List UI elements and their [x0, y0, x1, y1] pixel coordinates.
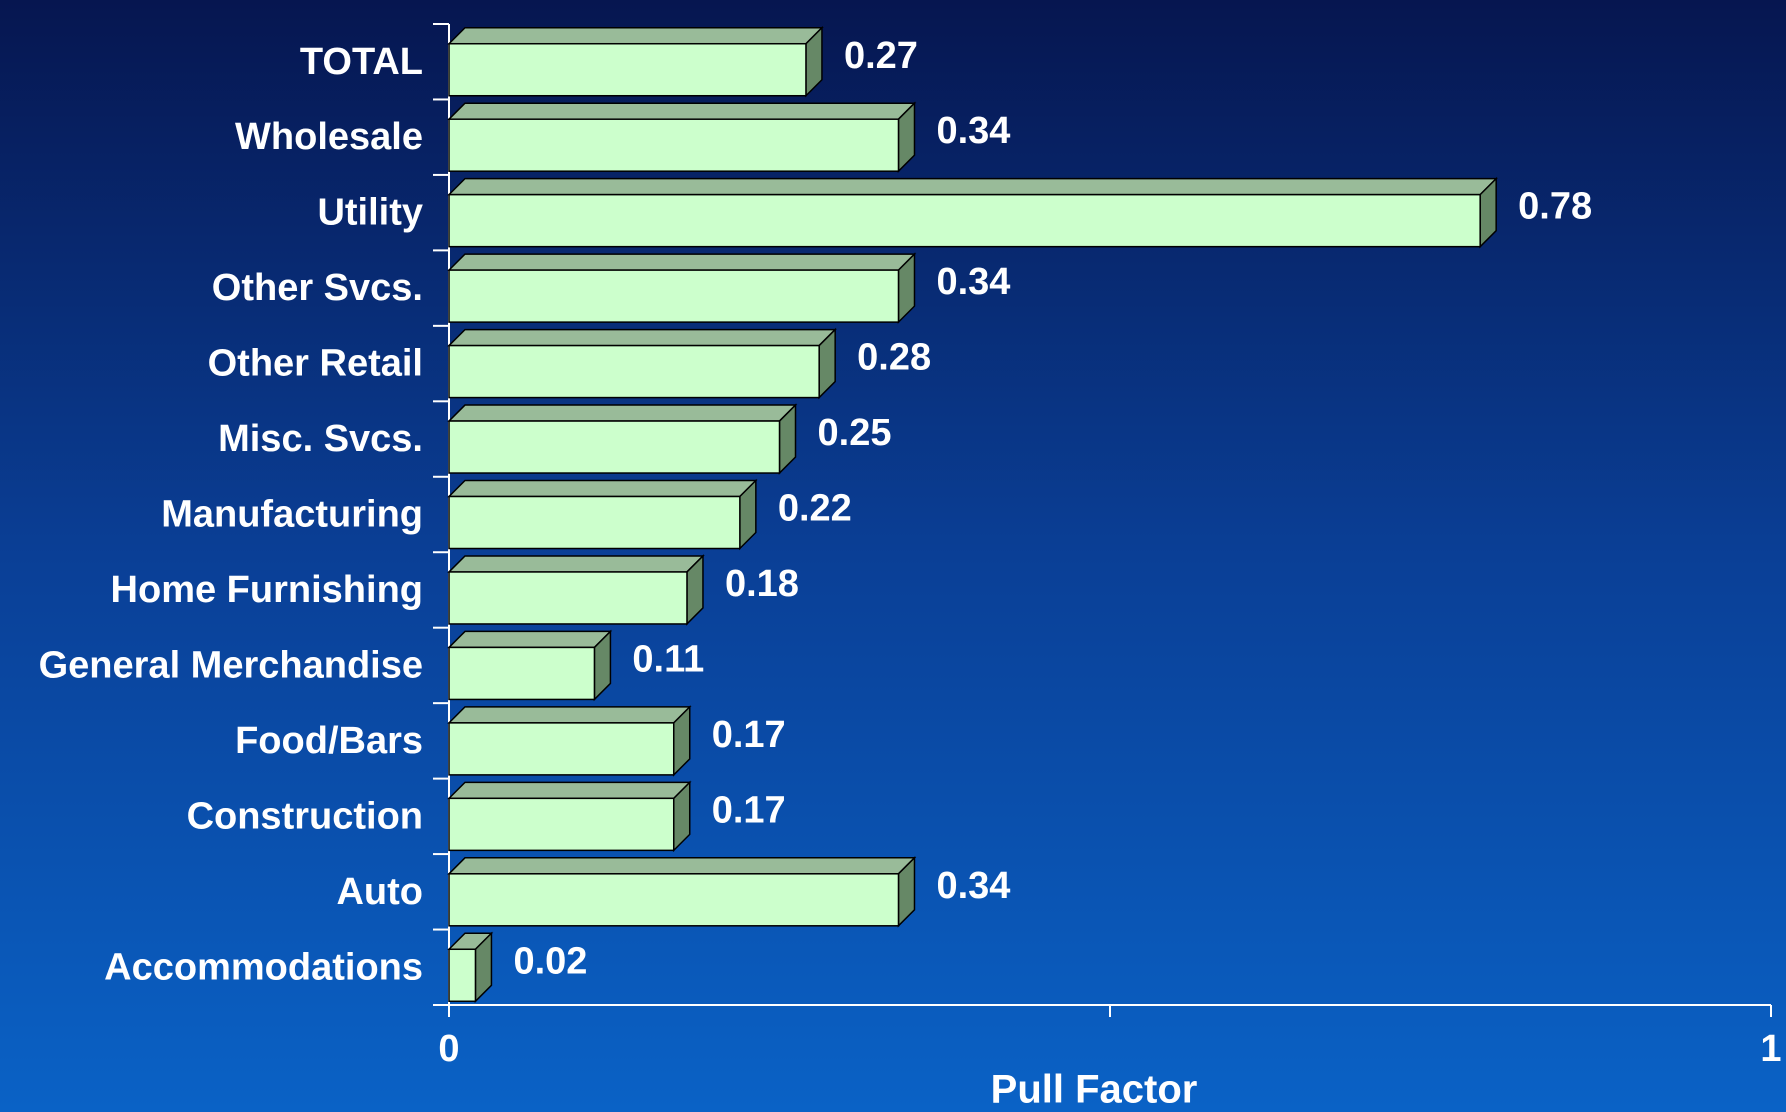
value-label: 0.22 [778, 488, 852, 530]
y-tick-label: Wholesale [235, 116, 423, 158]
bar [448, 269, 900, 323]
bar-top [447, 857, 917, 875]
y-tick-label: TOTAL [300, 41, 423, 83]
value-label: 0.17 [712, 789, 786, 831]
bar [448, 571, 688, 625]
bar [448, 118, 900, 172]
y-tick-label: General Merchandise [39, 644, 423, 686]
bar [448, 797, 675, 852]
bar-top [447, 479, 758, 498]
bar-top [447, 630, 613, 649]
y-tick-label: Auto [336, 871, 423, 913]
value-label: 0.18 [725, 563, 799, 605]
bar-top [447, 328, 837, 347]
value-label: 0.78 [1518, 186, 1592, 228]
bar-top [447, 102, 917, 120]
y-tick-label: Other Svcs. [212, 267, 423, 309]
x-axis-label: Pull Factor [991, 1068, 1198, 1112]
y-tick-label: Other Retail [208, 343, 423, 385]
value-label: 0.25 [818, 412, 892, 454]
value-label: 0.17 [712, 714, 786, 756]
bar [448, 646, 596, 701]
y-tick-label: Utility [317, 192, 423, 234]
bar [448, 344, 820, 399]
bar [448, 495, 741, 550]
bar-top [447, 555, 705, 573]
value-label: 0.34 [936, 865, 1010, 907]
bar-top [447, 253, 917, 271]
y-tick-label: Manufacturing [161, 494, 423, 536]
bar-top [447, 26, 824, 45]
bar [448, 420, 781, 474]
bar-top [447, 177, 1498, 196]
value-label: 0.02 [513, 940, 587, 982]
value-label: 0.27 [844, 35, 918, 77]
y-tick-label: Food/Bars [235, 720, 423, 762]
y-tick-label: Construction [187, 795, 423, 837]
bar-top [447, 706, 692, 724]
x-tick-label: 0 [438, 1028, 459, 1070]
bar [448, 873, 900, 927]
value-label: 0.34 [936, 261, 1010, 303]
bar [448, 948, 477, 1003]
value-label: 0.34 [936, 110, 1010, 152]
bar-top [447, 781, 692, 800]
y-tick-label: Misc. Svcs. [218, 418, 423, 460]
y-tick-label: Home Furnishing [111, 569, 423, 611]
x-tick-label: 1 [1760, 1028, 1781, 1070]
bar [448, 42, 807, 97]
bar-top [447, 404, 798, 422]
bar [448, 193, 1481, 248]
value-label: 0.28 [857, 337, 931, 379]
bar [448, 722, 675, 776]
value-label: 0.11 [632, 638, 704, 680]
y-tick-label: Accommodations [104, 946, 423, 988]
